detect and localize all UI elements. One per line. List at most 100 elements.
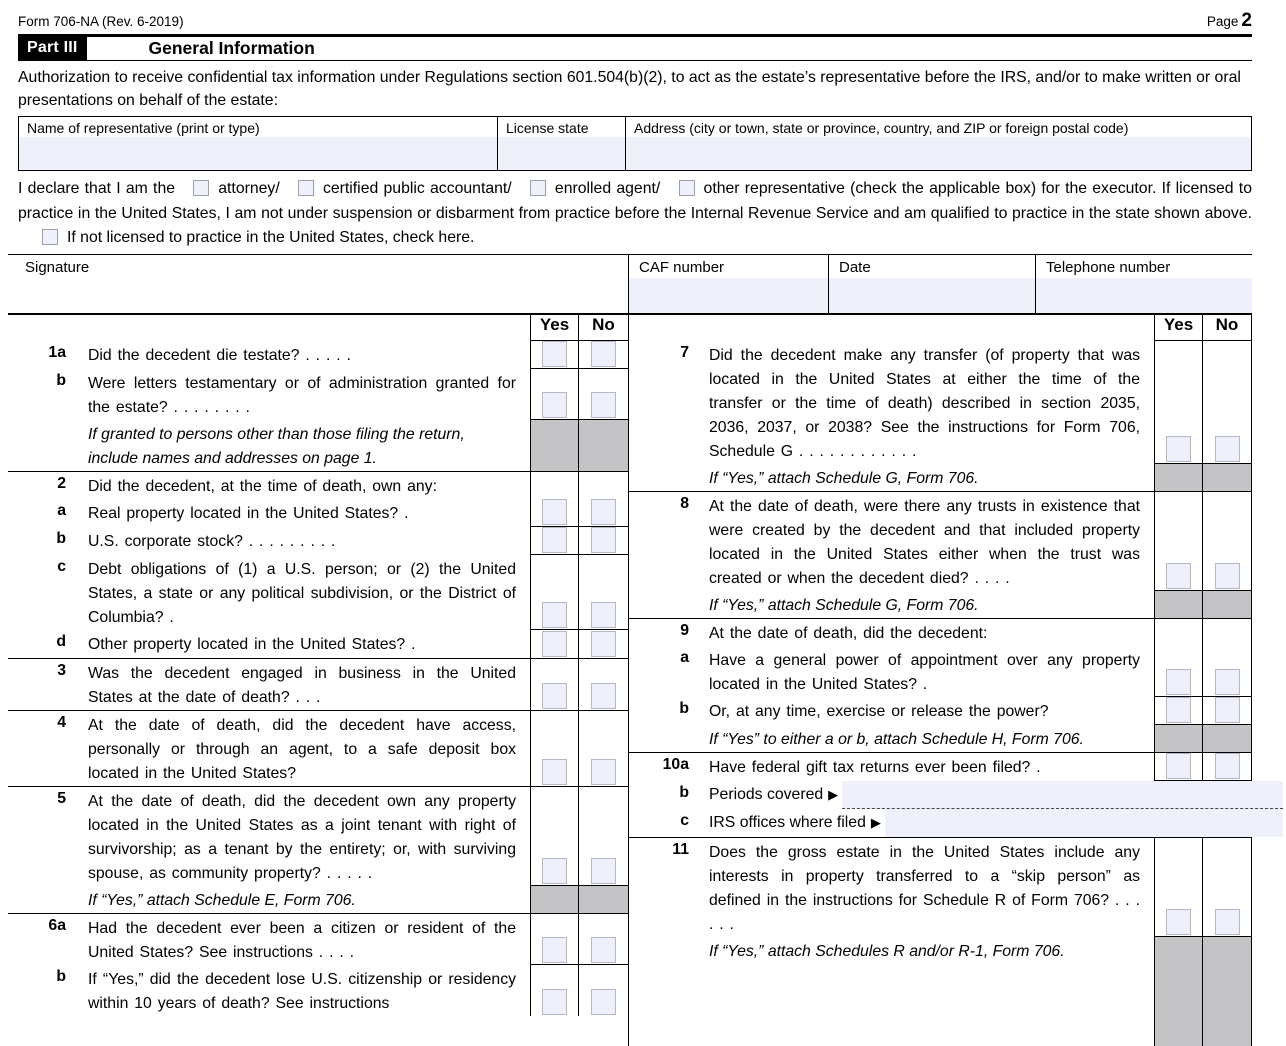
- q2c-no-checkbox[interactable]: [591, 601, 616, 628]
- signature-area[interactable]: [8, 277, 628, 313]
- q10a-yes-checkbox[interactable]: [1166, 752, 1191, 779]
- telephone-label: Telephone number: [1046, 258, 1171, 276]
- q9a-yes-checkbox[interactable]: [1166, 668, 1191, 695]
- q9b-no-checkbox[interactable]: [1214, 696, 1240, 723]
- question-row: 7 Did the decedent make any transfer (of …: [629, 340, 1252, 464]
- question-block: 11 Does the gross estate in the United St…: [629, 837, 1252, 1046]
- q2b-no-checkbox[interactable]: [591, 526, 616, 553]
- other-representative-checkbox[interactable]: [678, 180, 695, 196]
- license-state-input[interactable]: [498, 137, 625, 170]
- q1a-yes-checkbox[interactable]: [542, 340, 567, 367]
- caf-number-input[interactable]: [629, 277, 828, 313]
- q10b-input[interactable]: [842, 780, 1283, 809]
- question-number: [629, 591, 689, 618]
- question-text: Or, at any time, exercise or release the…: [709, 702, 1049, 720]
- q9a-no-checkbox[interactable]: [1214, 668, 1240, 695]
- q6b-no-checkbox[interactable]: [591, 988, 616, 1015]
- question-text: Did the decedent die testate? . . . . .: [88, 346, 351, 364]
- question-block: 2 Did the decedent, at the time of death,…: [8, 471, 628, 659]
- telephone-input[interactable]: [1036, 277, 1252, 313]
- question-block: 10a Have federal gift tax returns ever be…: [629, 752, 1283, 838]
- q6a-no-checkbox[interactable]: [591, 936, 616, 963]
- q1a-no-checkbox[interactable]: [591, 340, 616, 367]
- question-text: Had the decedent ever been a citizen or …: [88, 919, 516, 961]
- q7-yes-checkbox[interactable]: [1166, 435, 1191, 462]
- not-licensed-checkbox[interactable]: [42, 229, 58, 245]
- no-column-header: No: [1202, 314, 1252, 341]
- q11-yes-checkbox[interactable]: [1166, 908, 1191, 935]
- question-text: Debt obligations of (1) a U.S. person; o…: [88, 560, 516, 626]
- authorization-text: Authorization to receive confidential ta…: [18, 69, 1241, 109]
- q6a-yes-checkbox[interactable]: [542, 936, 567, 963]
- page-header: Form 706-NA (Rev. 6-2019) Page 2: [18, 10, 1252, 31]
- q2a-no-checkbox[interactable]: [591, 498, 616, 525]
- q11-no-checkbox[interactable]: [1214, 908, 1240, 935]
- q2c-yes-checkbox[interactable]: [542, 601, 567, 628]
- q8-no-checkbox[interactable]: [1214, 562, 1240, 589]
- q8-yes-checkbox[interactable]: [1166, 562, 1191, 589]
- question-number: b: [56, 529, 66, 547]
- representative-table: Name of representative (print or type) L…: [18, 116, 1252, 171]
- question-number: 6a: [48, 916, 66, 934]
- q3-no-checkbox[interactable]: [591, 682, 616, 709]
- q9b-yes-checkbox[interactable]: [1166, 696, 1191, 723]
- question-row: 1a Did the decedent die testate? . . . . …: [8, 340, 628, 369]
- rep-name-input[interactable]: [19, 137, 497, 170]
- q4-no-checkbox[interactable]: [591, 758, 616, 785]
- q5-no-checkbox[interactable]: [591, 857, 616, 884]
- questions-table: Yes No 1a Did the decedent die testate? . .…: [8, 312, 1283, 1046]
- question-number: [629, 725, 689, 752]
- date-label: Date: [839, 258, 871, 276]
- cpa-checkbox[interactable]: [297, 180, 314, 196]
- part-title: General Information: [148, 38, 315, 58]
- date-column: Date: [828, 254, 1035, 313]
- question-note: If “Yes,” attach Schedule G, Form 706.: [709, 469, 979, 487]
- question-note: If granted to persons other than those f…: [88, 425, 465, 467]
- question-row: If “Yes,” attach Schedule E, Form 706.: [8, 885, 628, 913]
- q5-yes-checkbox[interactable]: [542, 857, 567, 884]
- q1b-yes-checkbox[interactable]: [542, 391, 567, 418]
- attorney-label: attorney/: [218, 180, 280, 197]
- q10a-no-checkbox[interactable]: [1214, 752, 1240, 779]
- question-block: 6a Had the decedent ever been a citizen o…: [8, 913, 628, 1046]
- question-text: If “Yes,” did the decedent lose U.S. cit…: [88, 970, 516, 1012]
- questions-right-column: Yes No 7 Did the decedent make any transfer…: [628, 314, 1283, 1046]
- no-column-header: No: [578, 314, 628, 341]
- q4-yes-checkbox[interactable]: [542, 758, 567, 785]
- question-text: Did the decedent, at the time of death, …: [88, 477, 437, 495]
- q2d-yes-checkbox[interactable]: [542, 630, 567, 657]
- enrolled-agent-checkbox[interactable]: [529, 180, 546, 196]
- yes-column-header: Yes: [530, 314, 578, 341]
- address-input[interactable]: [626, 137, 1251, 170]
- q7-no-checkbox[interactable]: [1214, 435, 1240, 462]
- address-column: Address (city or town, state or province…: [626, 117, 1251, 170]
- q2d-no-checkbox[interactable]: [591, 630, 616, 657]
- q2a-yes-checkbox[interactable]: [542, 498, 567, 525]
- q2b-yes-checkbox[interactable]: [542, 526, 567, 553]
- question-text: U.S. corporate stock? . . . . . . . . .: [88, 532, 336, 550]
- rep-name-header: Name of representative (print or type): [27, 120, 260, 136]
- question-row: 11 Does the gross estate in the United St…: [629, 837, 1252, 937]
- question-row: 3 Was the decedent engaged in business in…: [8, 658, 628, 710]
- question-note: If “Yes,” attach Schedules R and/or R-1,…: [709, 942, 1065, 960]
- question-row: 8 At the date of death, were there any tr…: [629, 491, 1252, 591]
- question-row: b Were letters testamentary or of adminis…: [8, 368, 628, 420]
- question-row: 9 At the date of death, did the decedent:: [629, 618, 1252, 646]
- declaration-body: (check the applicable box) for the execu…: [18, 180, 1252, 222]
- date-input[interactable]: [829, 277, 1035, 313]
- question-number: a: [680, 648, 689, 666]
- question-row: 10a Have federal gift tax returns ever be…: [629, 752, 1252, 781]
- question-row: a Real property located in the United Sta…: [8, 498, 628, 527]
- attorney-checkbox[interactable]: [193, 180, 210, 196]
- question-text: Have federal gift tax returns ever been …: [709, 758, 1041, 776]
- q10c-input[interactable]: [884, 808, 1283, 837]
- question-block: 1a Did the decedent die testate? . . . . …: [8, 340, 628, 472]
- q1b-no-checkbox[interactable]: [591, 391, 616, 418]
- q3-yes-checkbox[interactable]: [542, 682, 567, 709]
- question-text: Real property located in the United Stat…: [88, 504, 409, 522]
- question-note: If “Yes” to either a or b, attach Schedu…: [709, 730, 1084, 748]
- q6b-yes-checkbox[interactable]: [542, 988, 567, 1015]
- question-number: 2: [57, 474, 66, 492]
- declaration-text: I declare that I am the attorney/ certif…: [18, 177, 1252, 251]
- questions-left-column: Yes No 1a Did the decedent die testate? . .…: [8, 314, 628, 1046]
